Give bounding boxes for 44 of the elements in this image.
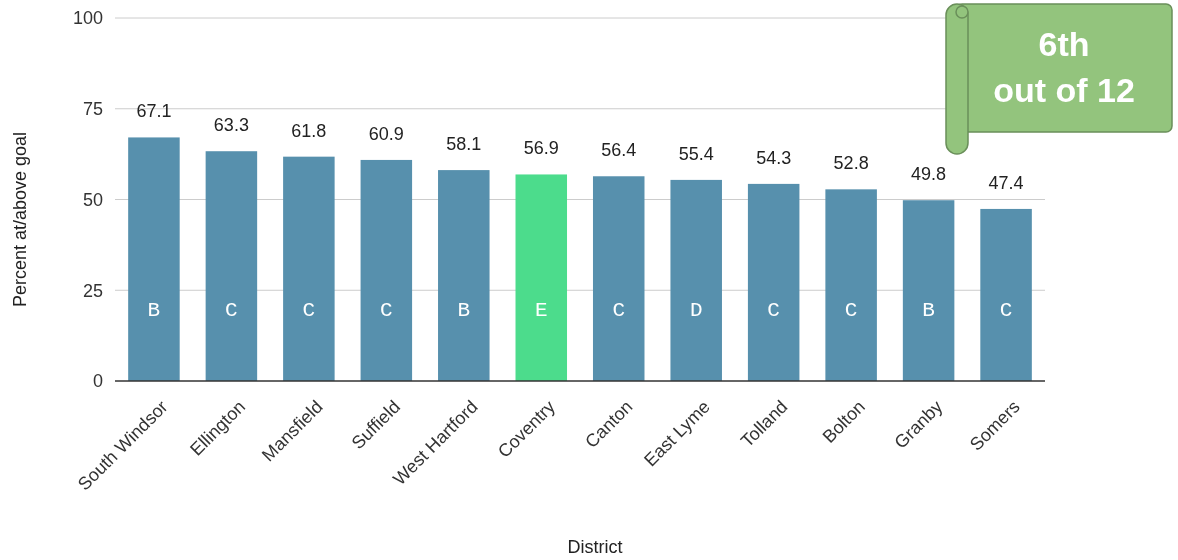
data-label: 54.3: [756, 147, 792, 168]
annotation: E: [534, 299, 548, 323]
bar: [438, 170, 490, 381]
annotation: C: [302, 299, 316, 323]
annotation: 6th out of 12: [993, 25, 1135, 109]
data-label: 49.8: [911, 164, 947, 185]
annotation: B: [922, 299, 935, 323]
annotation: C: [225, 299, 238, 323]
bar: [128, 137, 180, 381]
bar: [205, 151, 258, 381]
data-label: 63.3: [213, 115, 249, 136]
annotation: C: [767, 299, 780, 323]
data-label: 67.1: [136, 101, 172, 122]
bar: [825, 189, 877, 381]
y-tick-label: 75: [82, 99, 103, 120]
annotation: B: [457, 299, 471, 323]
bar: [670, 179, 722, 381]
y-tick-label: 25: [82, 280, 103, 301]
y-tick-label: 0: [92, 371, 103, 392]
bar: [902, 200, 955, 381]
data-label: 56.9: [523, 138, 559, 159]
data-label: 61.8: [291, 120, 327, 141]
bar: [515, 174, 568, 381]
annotation: C: [380, 299, 393, 323]
bar: [283, 156, 335, 381]
y-tick-label: 100: [72, 8, 103, 29]
y-axis-title: Percent at/above goal: [10, 131, 30, 308]
bar: [592, 176, 645, 381]
data-label: 47.4: [988, 172, 1024, 193]
bar: [747, 183, 800, 381]
data-label: 52.8: [833, 153, 869, 174]
annotation: C: [999, 299, 1013, 323]
bar: [360, 159, 413, 381]
data-label: 60.9: [368, 123, 404, 144]
data-label: 58.1: [446, 134, 482, 155]
data-label: 56.4: [601, 140, 637, 161]
annotation: D: [689, 299, 703, 323]
bar: [980, 208, 1032, 381]
annotation: B: [147, 299, 161, 323]
annotation: C: [612, 299, 626, 323]
y-tick-label: 50: [82, 189, 103, 210]
x-axis-title: District: [567, 537, 623, 557]
annotation: C: [844, 299, 858, 323]
data-label: 55.4: [678, 143, 714, 164]
